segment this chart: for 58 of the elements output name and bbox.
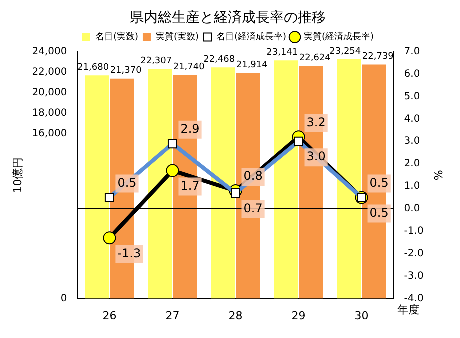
x-tick-label: 28 — [228, 309, 243, 322]
data-label: 0.5 — [370, 176, 389, 190]
y-axis-title: 10億円 — [11, 157, 24, 194]
bar — [148, 69, 172, 299]
data-label: 23,254 — [330, 46, 362, 57]
y2-tick-label: -2.0 — [404, 248, 424, 260]
y-tick-label: 24,000 — [32, 46, 68, 58]
data-label: 22,624 — [299, 53, 332, 64]
data-label: 21,680 — [78, 63, 110, 74]
data-label: 22,307 — [140, 56, 172, 67]
chart-title: 県内総生産と経済成長率の推移 — [130, 10, 326, 26]
data-label: 1.7 — [180, 178, 200, 193]
data-label: 3.0 — [306, 150, 326, 164]
x-tick-label: 29 — [292, 309, 306, 322]
data-label: 22,739 — [362, 52, 394, 62]
data-label: 0.5 — [118, 176, 137, 190]
x-axis-title: 年度 — [397, 304, 420, 317]
data-label: 2.9 — [180, 122, 200, 136]
bar — [211, 68, 236, 299]
point — [166, 164, 180, 178]
x-tick-label: 30 — [354, 309, 369, 322]
data-label: 23,141 — [266, 48, 298, 58]
y2-tick-label: 6.0 — [404, 68, 420, 80]
y2-tick-label: 2.0 — [404, 158, 420, 170]
y-tick-label: 18,000 — [32, 108, 68, 120]
bar — [337, 59, 362, 299]
point — [103, 232, 116, 245]
y2-tick-label: 1.0 — [404, 181, 420, 192]
y2-tick-label: 4.0 — [404, 114, 420, 125]
data-label: 21,370 — [110, 66, 142, 76]
legend-label: 名目(実数) — [95, 32, 138, 43]
bar — [274, 60, 298, 299]
data-label: 21,740 — [173, 62, 206, 72]
legend-label: 名目(経済成長率) — [216, 32, 287, 43]
y2-tick-label: 7.0 — [404, 46, 420, 58]
y-tick-label: 22,000 — [32, 66, 68, 78]
data-label: -1.3 — [118, 246, 142, 260]
bar — [85, 76, 110, 299]
data-label: 0.5 — [370, 206, 389, 220]
y2-tick-label: 0.0 — [404, 204, 420, 215]
data-label: 0.7 — [244, 201, 263, 216]
y-tick-label: 0 — [60, 293, 68, 304]
data-label: 3.2 — [306, 115, 326, 130]
y2-tick-label: 3.0 — [404, 136, 420, 148]
y2-tick-label: -3.0 — [404, 270, 424, 282]
y2-tick-label: -1.0 — [404, 226, 424, 238]
data-label: 21,914 — [236, 60, 268, 71]
data-label: 0.8 — [244, 169, 263, 184]
legend-label: 実質(経済成長率) — [304, 32, 374, 43]
y2-tick-label: -4.0 — [404, 293, 424, 304]
x-tick-label: 27 — [166, 309, 180, 322]
y2-tick-label: 5.0 — [404, 91, 420, 102]
y-tick-label: 16,000 — [32, 128, 68, 140]
y-tick-label: 20,000 — [32, 88, 68, 99]
y2-axis-title: % — [432, 170, 445, 181]
x-tick-label: 26 — [102, 309, 117, 322]
legend-label: 実質(実数) — [156, 32, 200, 43]
data-label: 22,468 — [204, 54, 236, 65]
